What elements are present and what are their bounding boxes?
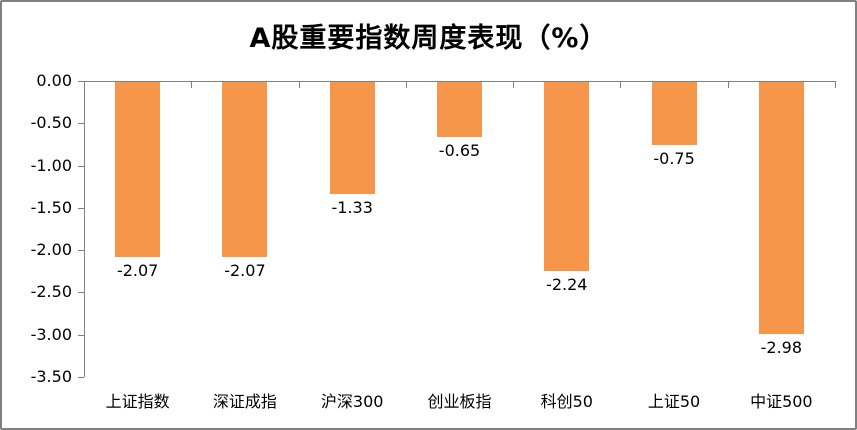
y-axis-tick (78, 81, 84, 82)
bar (544, 82, 590, 272)
x-axis-tick (727, 82, 729, 88)
bar (758, 82, 804, 335)
y-tick-label: -0.50 (30, 113, 72, 133)
category-label: 深证成指 (212, 392, 277, 411)
x-axis-tick (405, 82, 407, 88)
category-label: 科创50 (540, 392, 593, 411)
bar (651, 82, 697, 146)
y-axis-tick (78, 207, 84, 209)
bar-value-label: -0.75 (653, 149, 695, 169)
bar-value-label: -2.98 (760, 338, 803, 358)
y-axis-tick (78, 250, 84, 252)
y-axis-tick (78, 123, 84, 125)
y-tick-label: -2.00 (30, 240, 72, 260)
y-axis-line (84, 81, 85, 377)
y-tick-label: -3.00 (30, 324, 72, 344)
bar (115, 82, 161, 258)
x-axis-tick (513, 82, 515, 88)
chart-title: A股重要指数周度表现（%） (249, 23, 608, 54)
x-axis-tick (835, 82, 836, 88)
x-axis-line (84, 81, 836, 82)
category-label: 中证500 (750, 392, 813, 411)
category-label: 创业板指 (427, 392, 492, 411)
bar (222, 82, 268, 258)
bar-value-label: -2.24 (546, 275, 588, 295)
x-axis-tick (620, 82, 622, 88)
bar-value-label: -2.07 (224, 261, 266, 281)
bar (437, 82, 482, 137)
y-axis-tick (78, 334, 84, 336)
y-axis-tick (78, 377, 84, 378)
bar (329, 82, 375, 195)
y-tick-label: 0.00 (36, 71, 72, 90)
x-axis-tick (298, 82, 300, 88)
category-label: 上证50 (647, 392, 701, 411)
category-label: 沪深300 (320, 392, 384, 411)
x-axis-tick (191, 82, 193, 88)
bar-value-label: -0.65 (438, 140, 481, 160)
y-axis-tick (78, 292, 84, 294)
y-tick-label: -1.00 (30, 155, 72, 175)
category-label: 上证指数 (105, 392, 170, 411)
y-tick-label: -1.50 (30, 197, 72, 217)
bar-value-label: -1.33 (331, 198, 373, 218)
y-tick-label: -2.50 (30, 282, 72, 302)
x-axis-tick (84, 82, 85, 88)
bar-value-label: -2.07 (116, 261, 159, 281)
y-tick-label: -3.50 (30, 367, 72, 386)
y-axis-tick (78, 165, 84, 167)
